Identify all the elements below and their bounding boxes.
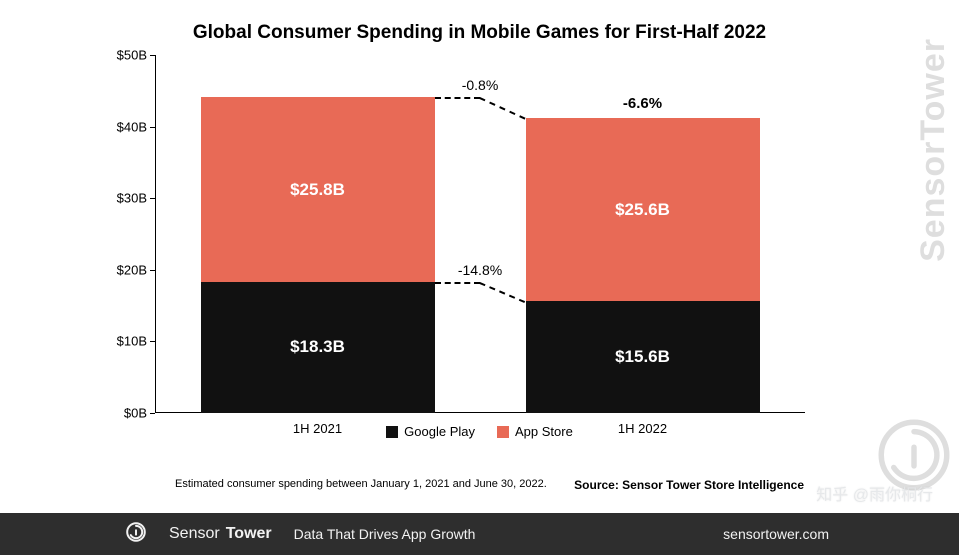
bar-segment: $25.8B (201, 97, 435, 282)
brand-logo-icon (125, 521, 147, 548)
plot-area: $0B$10B$20B$30B$40B$50B1H 2021$18.3B$25.… (155, 55, 805, 413)
zhihu-watermark: 知乎 @雨你桐行 (816, 481, 933, 505)
legend-swatch (386, 426, 398, 438)
y-tick-mark (150, 270, 155, 271)
segment-delta-label: -14.8% (458, 262, 502, 278)
total-delta-label: -6.6% (623, 95, 662, 118)
footer-tagline: Data That Drives App Growth (294, 526, 476, 542)
legend-label: App Store (515, 424, 573, 439)
y-tick-mark (150, 55, 155, 56)
brand-name: Sensor Tower (169, 525, 272, 543)
legend-swatch (497, 426, 509, 438)
chart-title: Global Consumer Spending in Mobile Games… (0, 22, 959, 44)
bar-segment: $25.6B (526, 118, 760, 301)
legend-item: Google Play (386, 424, 475, 439)
connector-line (435, 282, 481, 284)
y-tick-mark (150, 341, 155, 342)
y-tick-mark (150, 413, 155, 414)
watermark-text: SensorTower (914, 38, 953, 262)
footnote: Estimated consumer spending between Janu… (175, 478, 547, 490)
bar-segment: $15.6B (526, 301, 760, 413)
brand-suffix: Tower (226, 525, 272, 543)
connector-line (479, 282, 525, 303)
y-tick-mark (150, 198, 155, 199)
y-axis (155, 55, 156, 413)
brand-prefix: Sensor (169, 525, 220, 543)
footer-url: sensortower.com (723, 526, 959, 542)
chart-container: Global Consumer Spending in Mobile Games… (0, 0, 959, 500)
connector-line (435, 97, 481, 99)
connector-line (479, 97, 525, 120)
bar-segment: $18.3B (201, 282, 435, 413)
y-tick-mark (150, 127, 155, 128)
legend-item: App Store (497, 424, 573, 439)
legend-label: Google Play (404, 424, 475, 439)
segment-delta-label: -0.8% (462, 77, 499, 93)
footer-bar: SensorTower Data That Drives App Growth … (0, 513, 959, 555)
legend: Google Play App Store (0, 424, 959, 439)
source-attribution: Source: Sensor Tower Store Intelligence (574, 478, 804, 492)
